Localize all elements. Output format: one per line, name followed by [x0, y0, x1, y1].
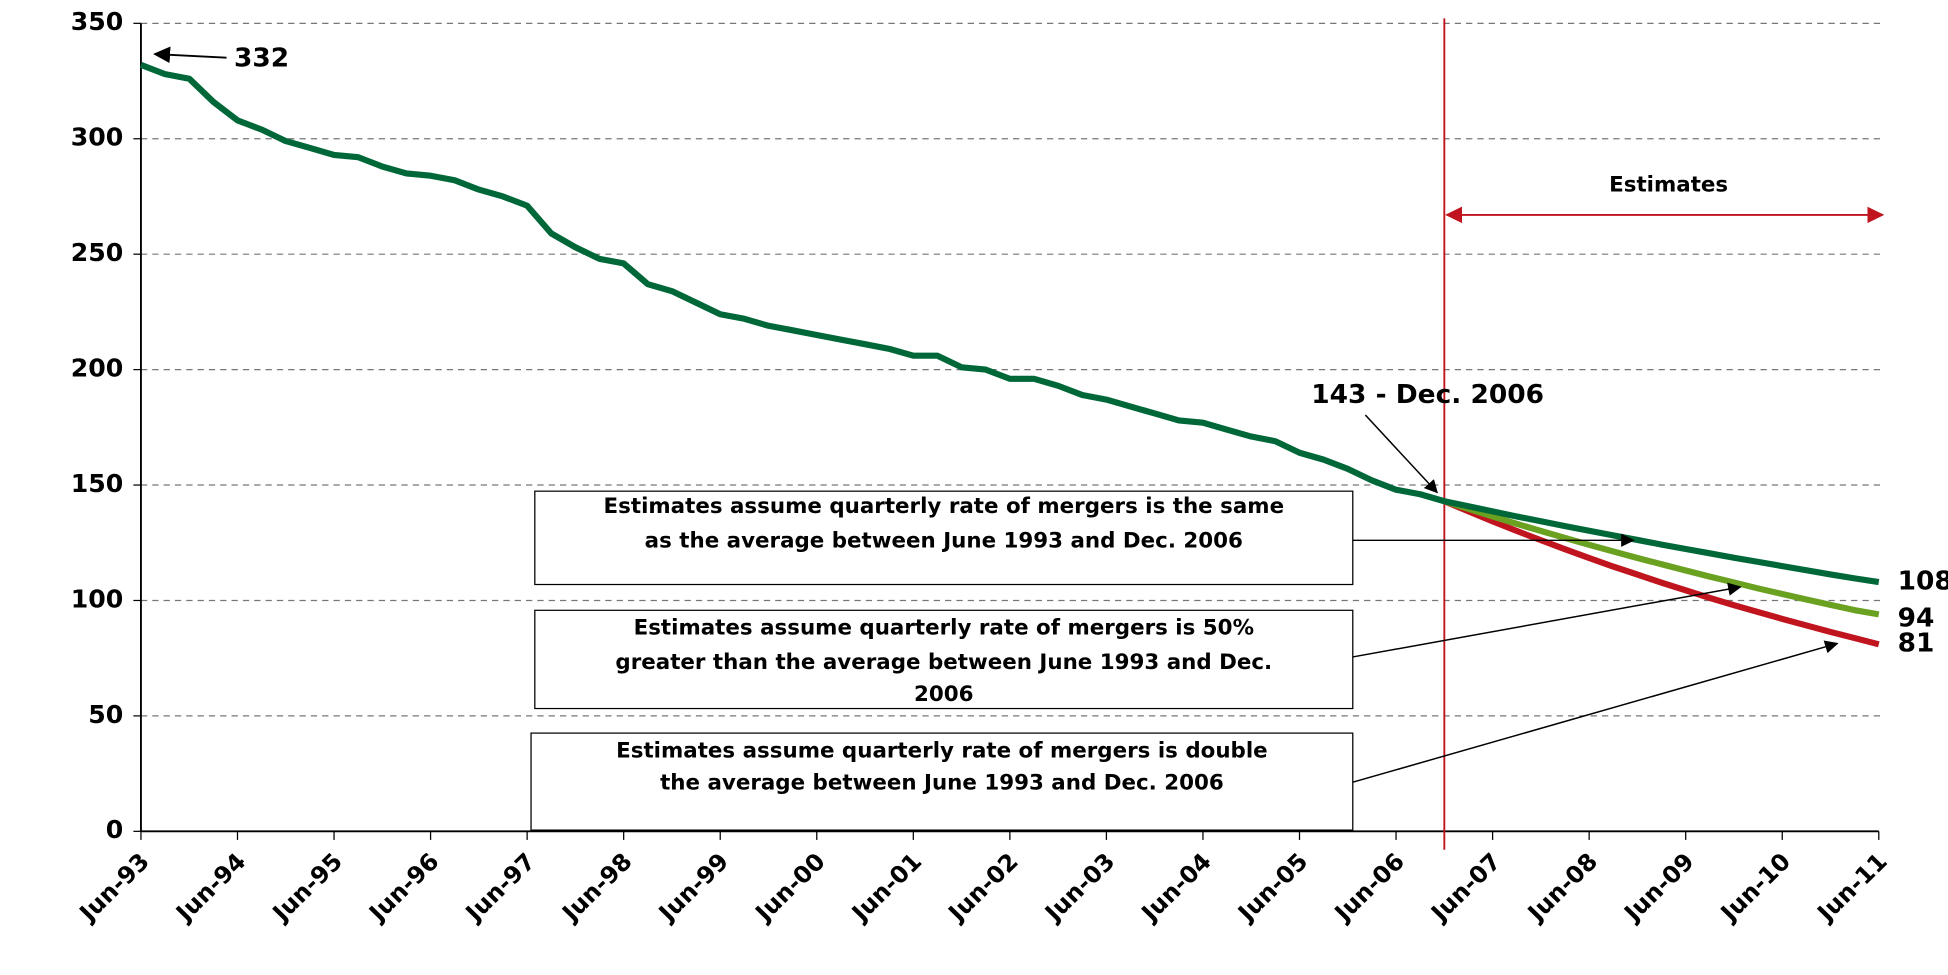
- note-text: Estimates assume quarterly rate of merge…: [604, 493, 1285, 518]
- x-tick-label: Jun-11: [1810, 848, 1892, 928]
- note-text: the average between June 1993 and Dec. 2…: [660, 770, 1224, 795]
- note-text: greater than the average between June 19…: [615, 649, 1272, 674]
- x-tick-label: Jun-04: [1135, 848, 1217, 928]
- y-tick-label: 150: [71, 469, 124, 498]
- x-tick-label: Jun-99: [652, 848, 734, 928]
- note-box: [534, 490, 1354, 586]
- x-tick-label: Jun-01: [845, 848, 927, 928]
- y-tick-label: 100: [71, 585, 124, 614]
- current-arrow: [1364, 414, 1439, 494]
- note-box: [534, 609, 1354, 710]
- x-tick-label: Jun-10: [1714, 848, 1796, 928]
- y-tick-label: 200: [71, 354, 124, 383]
- start-label: 332: [234, 44, 289, 74]
- x-tick-label: Jun-03: [1038, 848, 1120, 928]
- estimates-label: Estimates: [1609, 172, 1728, 197]
- x-tick-label: Jun-02: [941, 848, 1023, 928]
- y-tick-label: 50: [88, 700, 123, 729]
- note-box: [530, 732, 1354, 831]
- y-tick-label: 300: [71, 123, 124, 152]
- note-arrow: [1352, 640, 1839, 783]
- x-tick-label: Jun-00: [748, 848, 830, 928]
- note-arrow: [1352, 582, 1742, 658]
- end-label: 94: [1898, 604, 1935, 634]
- x-tick-label: Jun-06: [1328, 848, 1410, 928]
- y-tick-label: 250: [71, 238, 124, 267]
- y-tick-label: 350: [71, 8, 124, 37]
- x-tick-label: Jun-07: [1424, 848, 1506, 928]
- series-line: [1443, 498, 1880, 618]
- x-tick-label: Jun-95: [266, 848, 348, 928]
- note-text: as the average between June 1993 and Dec…: [645, 528, 1243, 553]
- x-tick-label: Jun-05: [1231, 848, 1313, 928]
- note-text: Estimates assume quarterly rate of merge…: [616, 738, 1268, 763]
- x-tick-label: Jun-08: [1521, 848, 1603, 928]
- x-tick-label: Jun-94: [169, 848, 251, 928]
- end-label: 108: [1898, 567, 1948, 597]
- series-line: [139, 61, 1880, 586]
- end-label: 81: [1898, 629, 1935, 659]
- y-tick-label: 0: [106, 816, 124, 845]
- x-tick-label: Jun-97: [459, 848, 541, 928]
- x-tick-label: Jun-98: [555, 848, 637, 928]
- x-tick-label: Jun-93: [73, 848, 155, 928]
- note-text: Estimates assume quarterly rate of merge…: [634, 615, 1254, 640]
- current-label: 143 - Dec. 2006: [1311, 380, 1544, 410]
- note-text: 2006: [914, 681, 974, 706]
- start-arrow: [153, 46, 227, 64]
- x-tick-label: Jun-96: [362, 848, 444, 928]
- series-line: [1443, 498, 1880, 648]
- x-tick-label: Jun-09: [1617, 848, 1699, 928]
